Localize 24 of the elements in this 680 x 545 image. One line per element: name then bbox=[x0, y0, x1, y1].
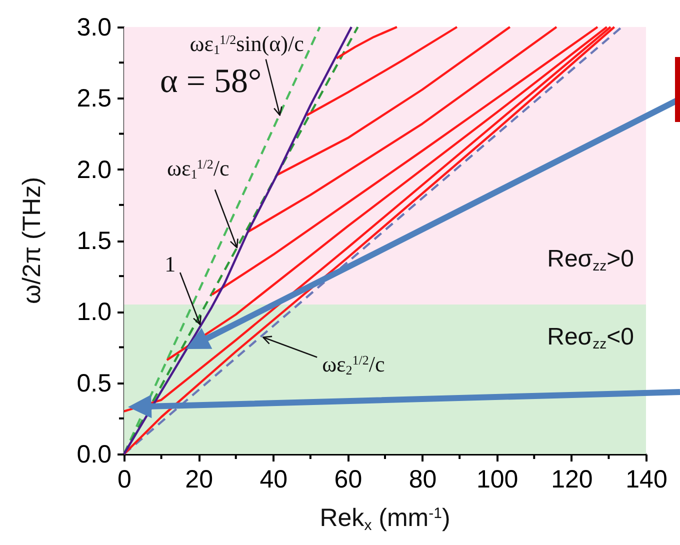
y-tick-label: 2.0 bbox=[76, 156, 112, 184]
x-axis-title: Rek$_{x}$ (mm$^{-1}$) bbox=[320, 504, 450, 534]
x-tick-label: 120 bbox=[551, 466, 593, 494]
y-tick-label: 1.0 bbox=[76, 298, 112, 326]
annotation: ωε$_{2}$$^{1/2}$/c bbox=[322, 351, 386, 378]
x-tick-label: 40 bbox=[260, 466, 288, 494]
band-label: Reσ$_{zz}$>0 bbox=[547, 246, 634, 274]
x-tick-label: 60 bbox=[334, 466, 362, 494]
y-tick-label: 3.0 bbox=[76, 14, 112, 42]
x-tick-label: 100 bbox=[476, 466, 518, 494]
x-tick-label: 80 bbox=[408, 466, 437, 494]
y-tick-label: 0.0 bbox=[76, 440, 112, 468]
annotation: ωε$_{1}$$^{1/2}$sin(α)/c bbox=[190, 31, 304, 58]
x-tick-label: 20 bbox=[185, 466, 213, 494]
x-tick-label: 0 bbox=[118, 466, 132, 494]
y-tick-label: 1.5 bbox=[76, 227, 112, 255]
y-tick-label: 0.5 bbox=[76, 369, 112, 398]
annotation: α = 58° bbox=[160, 63, 262, 100]
y-tick-label: 2.5 bbox=[76, 84, 112, 113]
x-tick-label: 140 bbox=[626, 466, 668, 494]
annotation: ωε$_{1}$$^{1/2}$/c bbox=[166, 156, 230, 182]
band-label: Reσ$_{zz}$<0 bbox=[547, 324, 634, 352]
y-axis-title: ω/2π (THz) bbox=[18, 176, 46, 304]
annotation: 1 bbox=[164, 251, 176, 276]
